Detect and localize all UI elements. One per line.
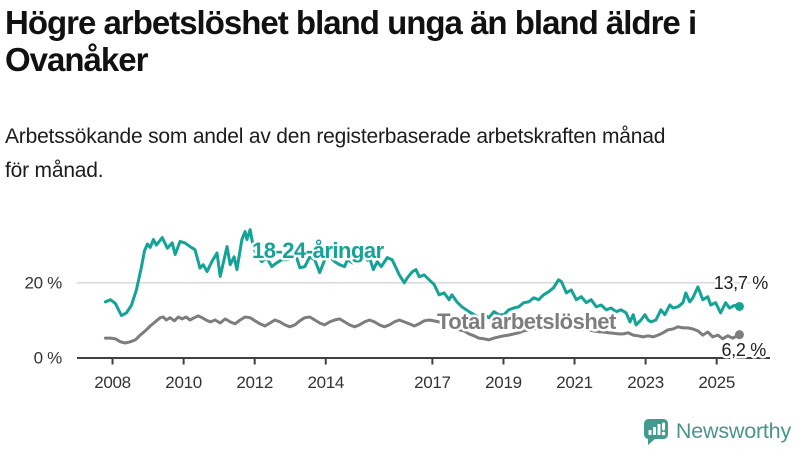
x-tick-label-2010: 2010 — [165, 373, 202, 392]
exclamation-icon-bar — [661, 422, 665, 431]
series-line-18-24-ringar — [103, 228, 741, 327]
series-label-total: Total arbetslöshet — [437, 309, 617, 334]
chart-over-layer — [734, 301, 744, 340]
bar-chart-icon-bar3 — [657, 424, 661, 435]
newsworthy-logo-text: Newsworthy — [675, 419, 791, 443]
series-end-dot-total-arbetsl-shet — [734, 330, 744, 340]
x-tick-label-2023: 2023 — [627, 373, 664, 392]
y-tick-label-0: 0 % — [34, 349, 63, 368]
newsworthy-logo: Newsworthy — [643, 418, 791, 445]
page-subtitle: Arbetssökande som andel av den registerb… — [5, 125, 666, 182]
x-tick-label-2025: 2025 — [698, 373, 735, 392]
chart-svg: 0 % 20 % 2008 2010 2012 2014 2017 2019 2021 2023 2… — [24, 228, 771, 392]
series-end-dot-18-24-ringar — [734, 301, 744, 311]
y-tick-label-20: 20 % — [24, 273, 62, 292]
bar-chart-icon-bar1 — [648, 430, 652, 435]
series-label-youth: 18-24-åringar — [252, 238, 385, 263]
x-tick-label-2012: 2012 — [236, 373, 273, 392]
value-label-total: 6,2 % — [721, 340, 766, 360]
x-tick-label-2021: 2021 — [556, 373, 593, 392]
series-line-total-arbetsl-shet — [103, 314, 741, 345]
exclamation-icon-dot — [661, 431, 666, 436]
chart-under-layer: 0 % 20 % 2008 2010 2012 2014 2017 2019 2021 2023 2… — [24, 228, 770, 392]
bar-chart-icon-bar2 — [652, 427, 656, 435]
newsworthy-chart-bubble-icon — [643, 419, 668, 445]
x-tick-label-2008: 2008 — [94, 373, 131, 392]
x-tick-label-2017: 2017 — [414, 373, 451, 392]
x-tick-label-2014: 2014 — [307, 373, 344, 392]
x-tick-label-2019: 2019 — [485, 373, 522, 392]
page-title: Högre arbetslöshet bland unga än bland ä… — [5, 4, 697, 78]
value-label-youth: 13,7 % — [714, 273, 769, 293]
